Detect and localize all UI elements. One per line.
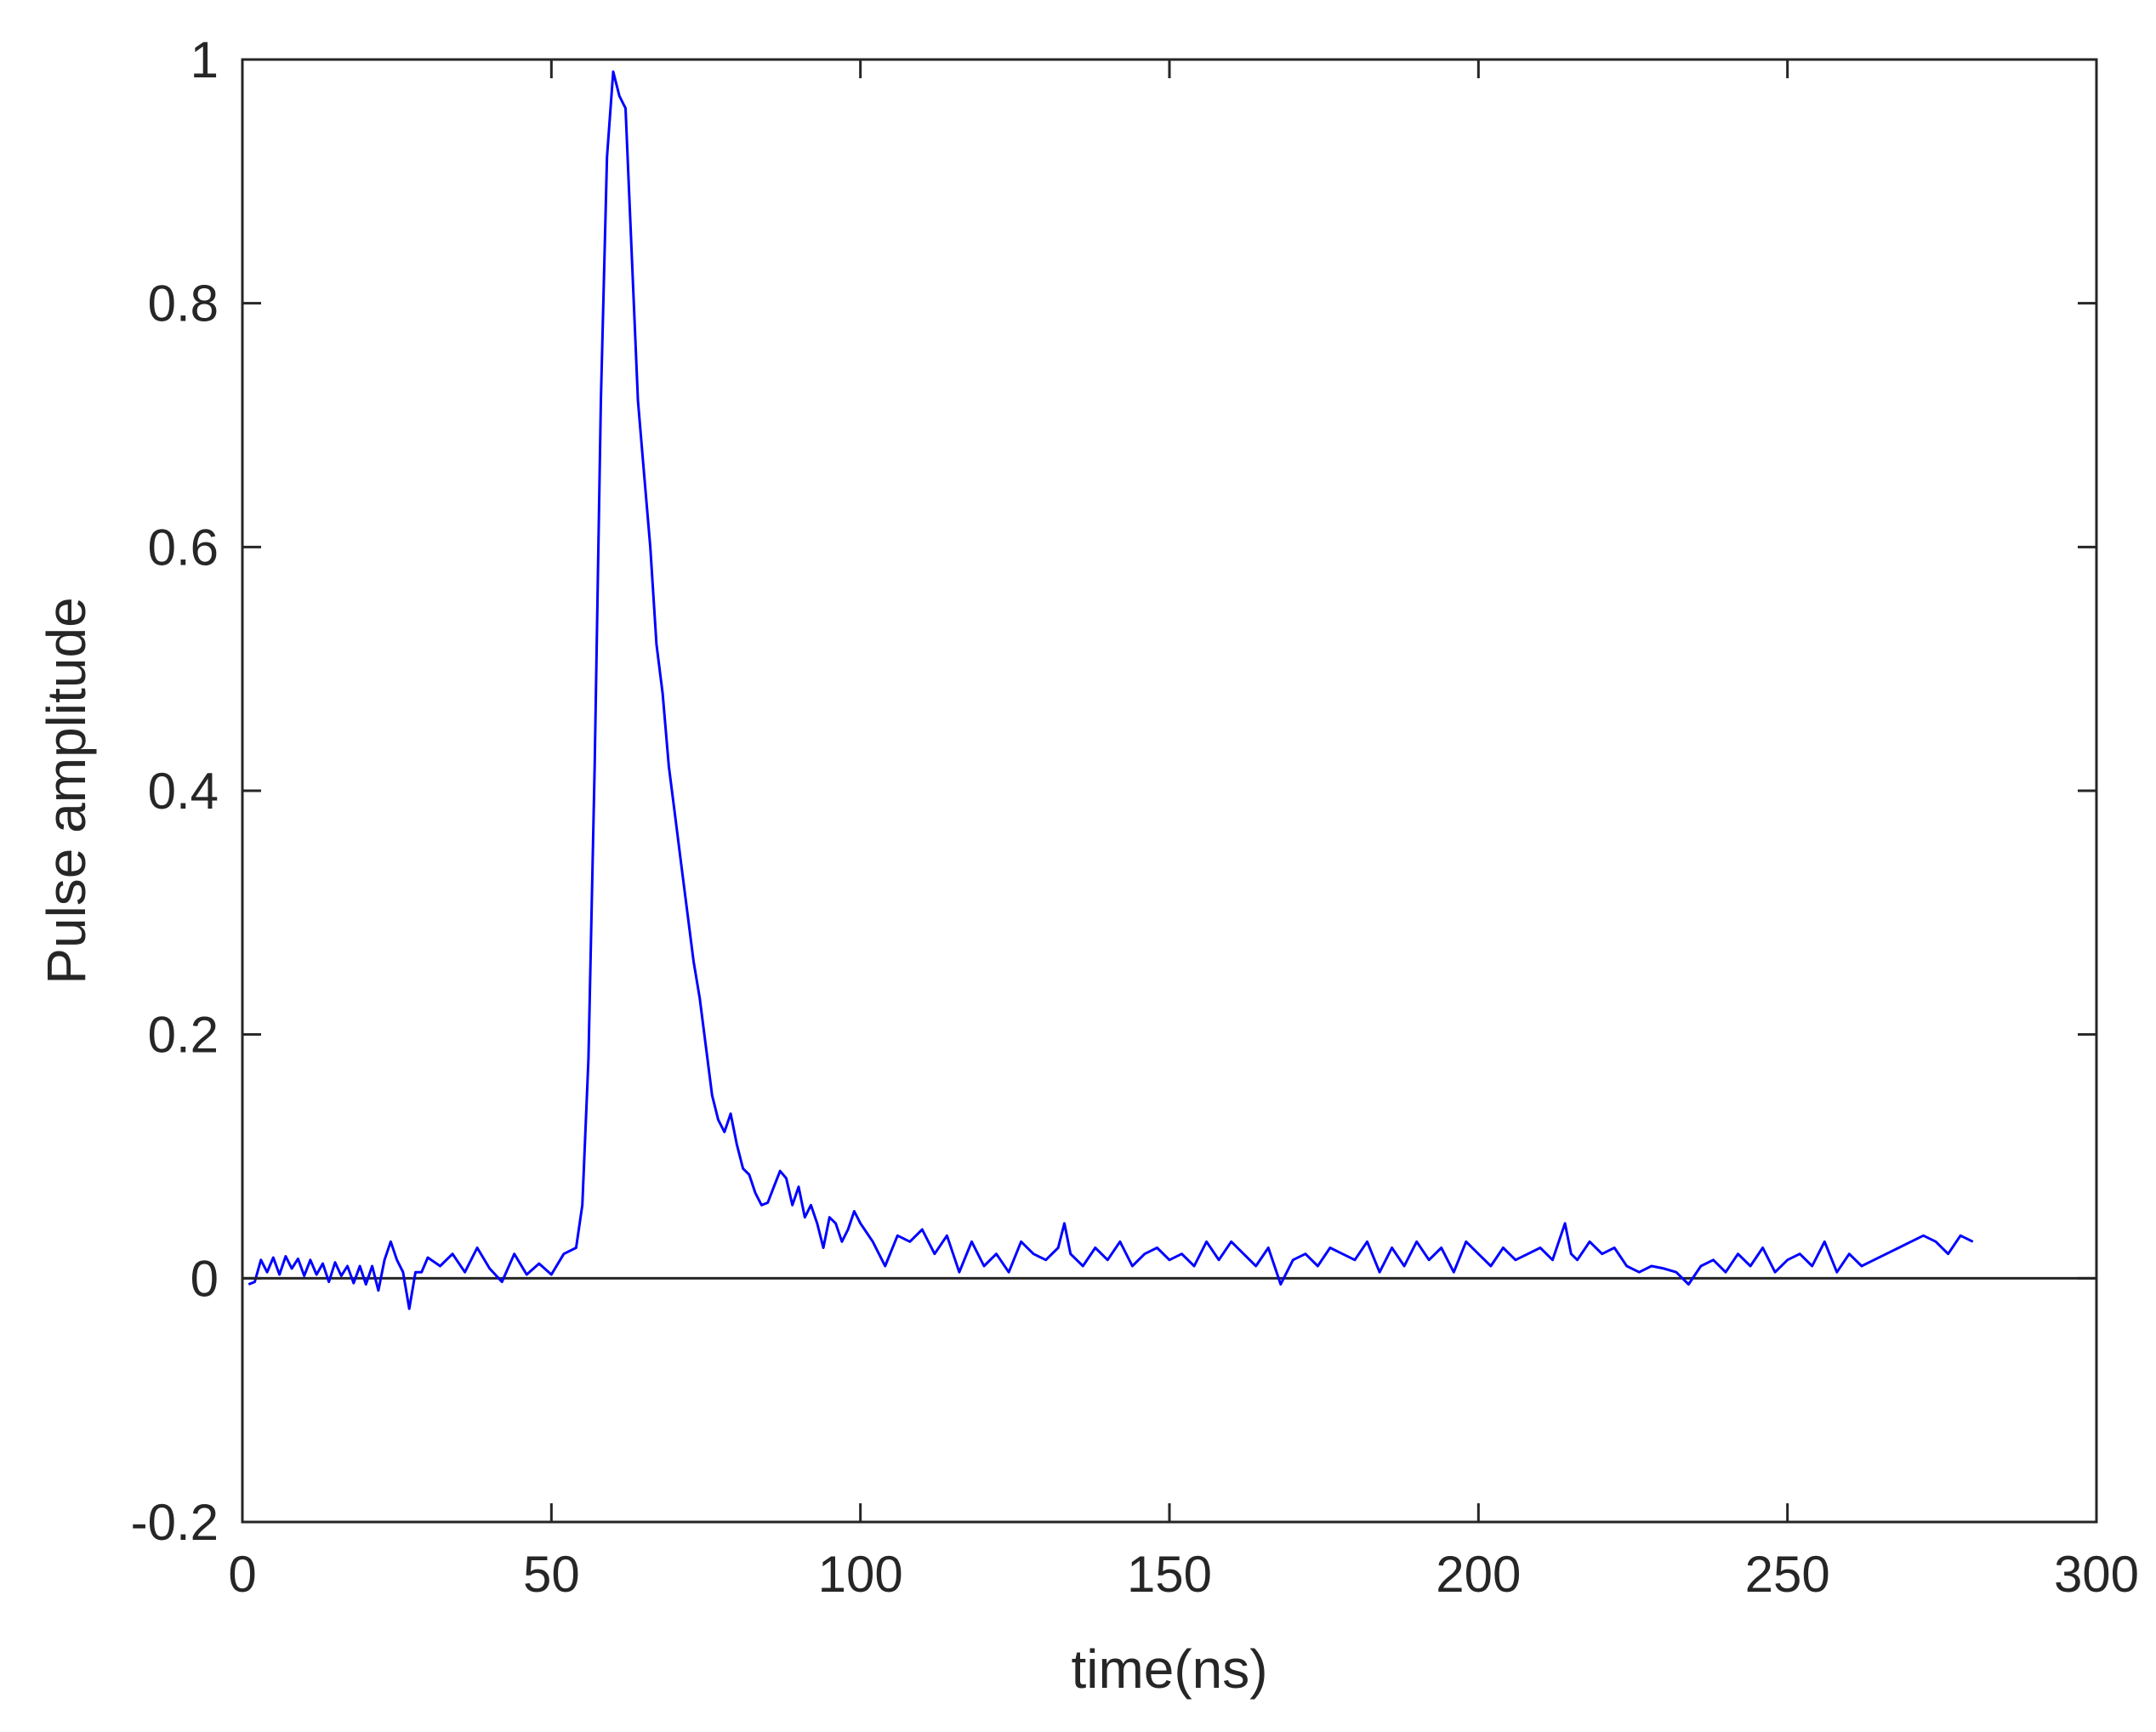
x-tick-label: 300: [2054, 1546, 2139, 1603]
series-line-0: [247, 70, 1974, 1310]
y-tick-label: 0: [191, 1250, 219, 1307]
y-axis-label: Pulse amplitude: [36, 597, 97, 984]
x-tick-label: 50: [523, 1546, 580, 1603]
y-axis-ticks: -0.2 0 0.2 0.4 0.6 0.8 1: [131, 31, 2096, 1551]
x-tick-label: 150: [1127, 1546, 1212, 1603]
y-tick-label: 0.8: [148, 275, 219, 332]
y-tick-label: 0.6: [148, 519, 219, 576]
y-tick-label: -0.2: [131, 1494, 219, 1551]
x-tick-label: 100: [818, 1546, 903, 1603]
y-tick-label: 1: [191, 31, 219, 88]
x-tick-label: 200: [1436, 1546, 1521, 1603]
x-axis-ticks: 0 50 100 150 200 250 300: [228, 60, 2139, 1603]
y-tick-label: 0.4: [148, 763, 219, 820]
x-tick-label: 0: [228, 1546, 256, 1603]
x-axis-label: time(ns): [1071, 1638, 1267, 1700]
x-tick-label: 250: [1745, 1546, 1830, 1603]
y-tick-label: 0.2: [148, 1007, 219, 1064]
